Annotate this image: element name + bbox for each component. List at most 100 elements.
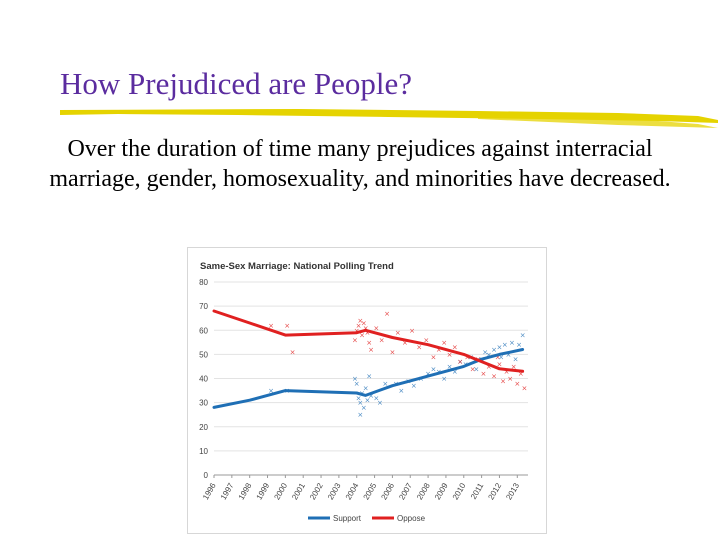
- poll-point-marker: ×: [502, 341, 508, 349]
- poll-point-marker: ×: [361, 320, 367, 328]
- poll-point-marker: ×: [352, 336, 358, 344]
- poll-point-marker: ×: [441, 339, 447, 347]
- poll-point-marker: ×: [398, 387, 404, 395]
- legend-label-oppose: Oppose: [397, 514, 426, 523]
- poll-point-marker: ×: [366, 373, 372, 381]
- poll-point-marker: ×: [480, 370, 486, 378]
- poll-point-marker: ×: [382, 380, 388, 388]
- x-tick-label: 2002: [308, 481, 325, 501]
- poll-point-marker: ×: [402, 339, 408, 347]
- x-tick-label: 2004: [344, 481, 361, 501]
- x-tick-label: 2009: [433, 481, 450, 501]
- chart-title: Same-Sex Marriage: National Polling Tren…: [200, 261, 394, 272]
- poll-point-marker: ×: [497, 361, 503, 369]
- poll-point-marker: ×: [470, 365, 476, 373]
- poll-point-marker: ×: [431, 353, 437, 361]
- title-underline-brushstroke: [60, 109, 718, 128]
- poll-point-marker: ×: [389, 348, 395, 356]
- y-tick-label: 40: [199, 375, 208, 384]
- poll-point-marker: ×: [504, 368, 510, 376]
- poll-point-marker: ×: [352, 375, 358, 383]
- poll-point-marker: ×: [516, 341, 522, 349]
- poll-point-marker: ×: [491, 346, 497, 354]
- chart-trend-lines: [212, 309, 525, 409]
- poll-point-marker: ×: [384, 310, 390, 318]
- poll-point-marker: ×: [447, 363, 453, 371]
- poll-point-marker: ×: [373, 324, 379, 332]
- poll-point-marker: ×: [457, 358, 463, 366]
- poll-point-marker: ×: [423, 336, 429, 344]
- poll-point-marker: ×: [521, 385, 527, 393]
- poll-point-marker: ×: [364, 397, 370, 405]
- chart-legend: Support Oppose: [308, 514, 426, 523]
- poll-point-marker: ×: [268, 387, 274, 395]
- poll-point-marker: ×: [377, 399, 383, 407]
- poll-point-marker: ×: [491, 373, 497, 381]
- x-tick-label: 1998: [237, 481, 254, 501]
- y-tick-label: 20: [199, 423, 208, 432]
- trend-line-oppose: [212, 309, 525, 373]
- poll-point-marker: ×: [268, 322, 274, 330]
- poll-point-marker: ×: [425, 370, 431, 378]
- poll-point-marker: ×: [452, 368, 458, 376]
- x-tick-label: 1997: [219, 481, 236, 501]
- y-tick-label: 50: [199, 350, 208, 359]
- poll-point-marker: ×: [284, 322, 290, 330]
- x-tick-label: 1999: [255, 481, 272, 501]
- poll-point-marker: ×: [290, 348, 296, 356]
- x-tick-label: 2007: [397, 481, 414, 501]
- poll-point-marker: ×: [482, 348, 488, 356]
- poll-point-marker: ×: [500, 377, 506, 385]
- poll-point-marker: ×: [431, 365, 437, 373]
- poll-point-marker: ×: [356, 394, 362, 402]
- x-tick-label: 2010: [451, 481, 468, 501]
- poll-point-marker: ×: [395, 329, 401, 337]
- poll-point-marker: ×: [507, 375, 513, 383]
- poll-point-marker: ×: [509, 339, 515, 347]
- x-tick-label: 2005: [362, 481, 379, 501]
- poll-point-marker: ×: [354, 380, 360, 388]
- poll-point-marker: ×: [457, 358, 463, 366]
- x-tick-label: 2006: [379, 481, 396, 501]
- poll-point-marker: ×: [359, 332, 365, 340]
- poll-point-marker: ×: [373, 394, 379, 402]
- polling-trend-chart: 0 10 20 30 40 50 60 70 80 1996 1997 1998 1999 2000 200…: [187, 247, 547, 534]
- poll-point-marker: ×: [498, 353, 504, 361]
- poll-point-marker: ×: [436, 346, 442, 354]
- poll-point-marker: ×: [514, 380, 520, 388]
- x-tick-label: 1996: [201, 481, 218, 501]
- poll-point-marker: ×: [409, 327, 415, 335]
- poll-point-marker: ×: [416, 344, 422, 352]
- x-tick-label: 2000: [272, 481, 289, 501]
- poll-point-marker: ×: [366, 339, 372, 347]
- slide-title: How Prejudiced are People?: [60, 66, 413, 101]
- poll-point-marker: ×: [452, 344, 458, 352]
- y-tick-label: 60: [199, 326, 208, 335]
- y-tick-label: 70: [199, 302, 208, 311]
- y-tick-label: 30: [199, 399, 208, 408]
- poll-point-marker: ×: [357, 317, 363, 325]
- poll-point-marker: ×: [356, 322, 362, 330]
- poll-point-marker: ×: [486, 351, 492, 359]
- poll-point-marker: ×: [368, 346, 374, 354]
- poll-point-marker: ×: [411, 382, 417, 390]
- x-tick-label: 2008: [415, 481, 432, 501]
- poll-point-marker: ×: [441, 375, 447, 383]
- poll-point-marker: ×: [357, 411, 363, 419]
- poll-point-marker: ×: [361, 404, 367, 412]
- poll-point-marker: ×: [368, 392, 374, 400]
- x-tick-label: 2001: [290, 481, 307, 501]
- chart-grid: [214, 281, 528, 476]
- poll-point-marker: ×: [473, 365, 479, 373]
- poll-point-marker: ×: [518, 370, 524, 378]
- poll-point-marker: ×: [363, 385, 369, 393]
- poll-point-marker: ×: [511, 363, 517, 371]
- legend-label-support: Support: [333, 514, 362, 523]
- x-tick-label: 2013: [504, 481, 521, 501]
- poll-point-marker: ×: [497, 344, 503, 352]
- poll-point-marker: ×: [379, 336, 385, 344]
- x-tick-label: 2003: [326, 481, 343, 501]
- y-tick-label: 10: [199, 447, 208, 456]
- poll-point-marker: ×: [513, 356, 519, 364]
